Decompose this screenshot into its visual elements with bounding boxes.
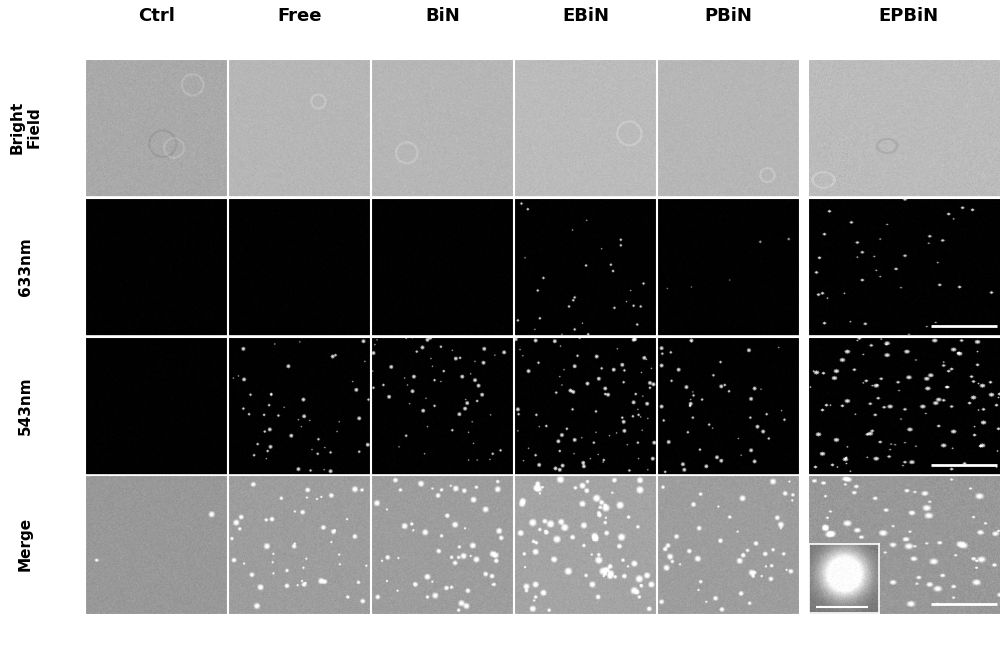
Text: BiN: BiN (425, 7, 460, 25)
Text: EPBiN: EPBiN (878, 7, 938, 25)
Text: Free: Free (277, 7, 322, 25)
Text: Ctrl: Ctrl (138, 7, 175, 25)
Text: 543nm: 543nm (18, 376, 33, 435)
Text: PBiN: PBiN (705, 7, 752, 25)
Text: EBiN: EBiN (562, 7, 609, 25)
Text: Merge: Merge (18, 517, 33, 571)
Text: 633nm: 633nm (18, 237, 33, 296)
Text: Bright
Field: Bright Field (9, 101, 42, 154)
